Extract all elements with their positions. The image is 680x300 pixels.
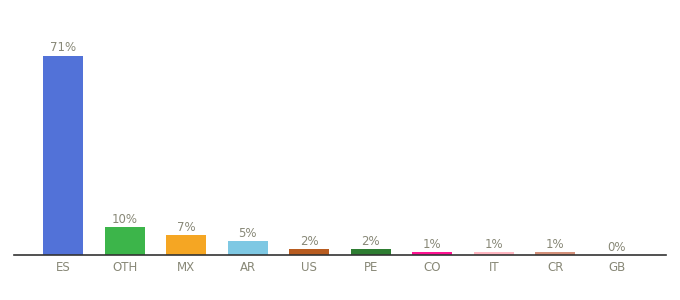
Bar (289, 249, 329, 255)
Bar (351, 249, 391, 255)
Bar (167, 235, 206, 255)
Bar (105, 227, 145, 255)
Bar (412, 252, 452, 255)
Text: 1%: 1% (484, 238, 503, 251)
Text: 71%: 71% (50, 41, 76, 54)
Text: 2%: 2% (362, 235, 380, 248)
Text: 2%: 2% (300, 235, 318, 248)
Bar (535, 252, 575, 255)
Bar (228, 241, 268, 255)
Text: 10%: 10% (112, 212, 138, 226)
Bar (474, 252, 513, 255)
Text: 5%: 5% (239, 226, 257, 240)
Text: 1%: 1% (423, 238, 441, 251)
Text: 7%: 7% (177, 221, 196, 234)
Text: 0%: 0% (607, 241, 626, 254)
Text: 1%: 1% (546, 238, 564, 251)
Bar (44, 56, 83, 255)
